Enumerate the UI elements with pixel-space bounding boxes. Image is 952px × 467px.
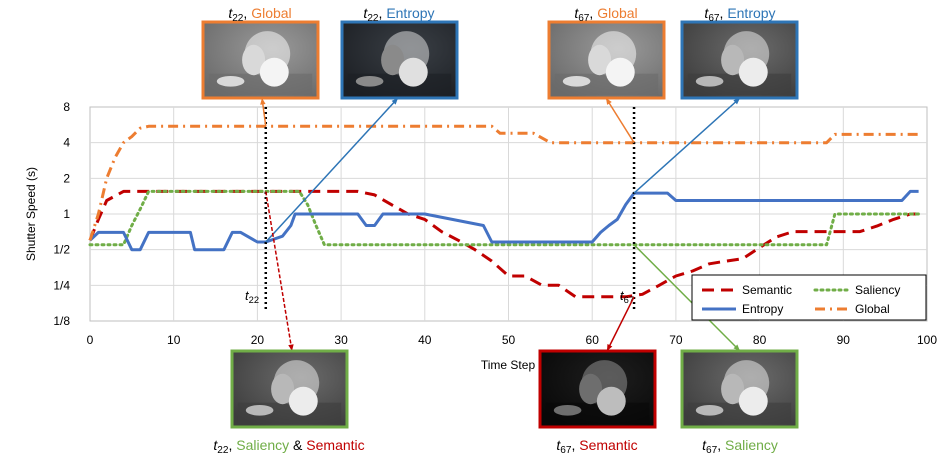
sphere — [398, 57, 428, 87]
connector-arrowhead — [391, 98, 398, 105]
legend-label: Entropy — [742, 302, 783, 316]
connector-line — [633, 244, 741, 352]
connector-lines — [260, 97, 741, 352]
series-line-global — [88, 124, 919, 241]
bust-figure — [721, 373, 745, 405]
connector-line — [606, 296, 635, 352]
thumbnail-border — [547, 20, 666, 100]
x-axis-title: Time Step — [481, 358, 536, 372]
thumbnail-border — [230, 349, 349, 429]
x-tick-label: 30 — [334, 333, 348, 347]
thumbnail-caption: t22, Entropy — [363, 5, 434, 24]
series-lines — [88, 124, 921, 299]
glass-object — [245, 404, 274, 416]
glass-object — [695, 75, 724, 87]
x-tick-label: 80 — [753, 333, 767, 347]
thumbnail: t22, Global — [201, 5, 320, 100]
time-markers: t22 t67 — [245, 107, 636, 310]
connector-line — [633, 97, 741, 194]
bust-figure — [721, 44, 745, 76]
thumbnail-caption: t67, Saliency — [702, 437, 778, 456]
sphere — [738, 386, 768, 416]
glass-object — [695, 404, 724, 416]
sphere — [605, 57, 635, 87]
x-tick-label: 70 — [669, 333, 683, 347]
thumbnail-caption: t22, Global — [228, 5, 291, 24]
glass-object — [553, 404, 582, 416]
x-tick-label: 90 — [837, 333, 851, 347]
x-tick-label: 10 — [167, 333, 181, 347]
glass-object — [562, 75, 591, 87]
y-axis-title: Shutter Speed (s) — [24, 167, 38, 261]
thumbnail-border — [680, 349, 799, 429]
time-marker-label: t22 — [245, 288, 259, 305]
sphere — [288, 386, 318, 416]
x-tick-label: 100 — [917, 333, 937, 347]
series-line-saliency — [88, 189, 921, 247]
y-tick-label: 8 — [63, 100, 70, 114]
connector-arrowhead — [733, 344, 740, 351]
thumbnail-caption: t67, Entropy — [704, 5, 775, 24]
x-tick-label: 40 — [418, 333, 432, 347]
legend-label: Global — [855, 302, 890, 316]
connector-arrowhead — [607, 344, 613, 351]
connector-line — [605, 97, 635, 144]
thumbnail: t67, Global — [547, 5, 666, 100]
series-line-semantic — [88, 189, 919, 299]
y-tick-label: 2 — [63, 171, 70, 185]
time-marker-label: t67 — [620, 288, 634, 305]
connector-arrowhead — [733, 98, 740, 105]
legend-box — [691, 274, 927, 321]
thumbnail-border — [340, 20, 459, 100]
series-line-entropy — [88, 189, 919, 252]
bust-figure — [242, 44, 266, 76]
thumbnail-border — [538, 349, 657, 429]
y-tick-label: 1/4 — [53, 278, 70, 292]
y-tick-label: 1 — [63, 207, 70, 221]
thumbnail-border — [680, 20, 799, 100]
sphere — [259, 57, 289, 87]
thumbnails: t22, Global t22, Entropy t67, Global t67, E… — [201, 5, 799, 456]
thumbnail: t22, Saliency & Semantic — [213, 349, 365, 456]
bust-figure — [579, 373, 603, 405]
y-tick-label: 1/2 — [53, 243, 70, 257]
connector-line — [265, 97, 399, 243]
bust-figure — [381, 44, 405, 76]
sphere — [596, 386, 626, 416]
connector-arrowhead — [260, 98, 266, 105]
connector-arrowhead — [288, 344, 294, 351]
connector-line — [265, 191, 293, 352]
thumbnail: t67, Semantic — [538, 349, 657, 456]
sphere — [738, 57, 768, 87]
y-tick-label: 1/8 — [53, 314, 70, 328]
x-tick-label: 50 — [502, 333, 516, 347]
glass-object — [216, 75, 245, 87]
thumbnail: t22, Entropy — [340, 5, 459, 100]
thumbnail: t67, Saliency — [680, 349, 799, 456]
thumbnail-caption: t67, Global — [574, 5, 637, 24]
thumbnail: t67, Entropy — [680, 5, 799, 100]
y-tick-label: 4 — [63, 136, 70, 150]
legend-label: Saliency — [855, 283, 900, 297]
connector-arrowhead — [606, 98, 612, 105]
x-tick-label: 0 — [87, 333, 94, 347]
x-tick-label: 60 — [586, 333, 600, 347]
thumbnail-border — [201, 20, 320, 100]
legend: Semantic Saliency Entropy Global — [691, 274, 927, 321]
thumbnail-caption: t22, Saliency & Semantic — [213, 437, 364, 456]
thumbnail-caption: t67, Semantic — [556, 437, 637, 456]
glass-object — [355, 75, 384, 87]
bust-figure — [588, 44, 612, 76]
bust-figure — [271, 373, 295, 405]
legend-label: Semantic — [742, 283, 792, 297]
x-tick-label: 20 — [251, 333, 265, 347]
axes: 0 10 20 30 40 50 60 70 80 90 100 8 4 2 1 1/2 1/4 1/8 Time … — [24, 100, 937, 372]
